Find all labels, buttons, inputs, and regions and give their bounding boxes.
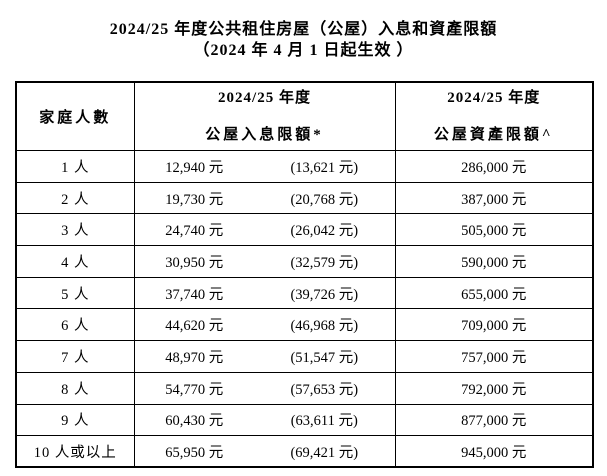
income-limit-value: 48,970 元 <box>165 349 224 366</box>
income-limit-alt-value: (69,421 元) <box>290 444 359 461</box>
asset-limit-cell: 709,000 元 <box>394 308 594 342</box>
table-row: 8 人 54,770 元 (57,653 元) 792,000 元 <box>15 371 594 405</box>
header-income-year: 2024/25 年度 <box>218 90 311 106</box>
income-limit-cell: 60,430 元 (63,611 元) <box>133 403 396 437</box>
household-size-cell: 7 人 <box>15 340 135 373</box>
income-limit-cell: 30,950 元 (32,579 元) <box>133 245 396 278</box>
income-limit-alt-value: (46,968 元) <box>290 318 359 335</box>
header-household-size: 家庭人數 <box>15 81 135 151</box>
income-limit-alt-value: (51,547 元) <box>290 349 359 366</box>
income-limit-alt-value: (32,579 元) <box>290 254 359 271</box>
table-row: 6 人 44,620 元 (46,968 元) 709,000 元 <box>15 308 594 342</box>
table-header-row: 家庭人數 2024/25 年度 公屋入息限額* 2024/25 年度 公屋資產限… <box>15 81 594 151</box>
header-asset-year: 2024/25 年度 <box>447 90 541 106</box>
asset-limit-cell: 945,000 元 <box>394 435 594 468</box>
table-row: 9 人 60,430 元 (63,611 元) 877,000 元 <box>15 403 594 437</box>
income-limit-value: 24,740 元 <box>165 223 224 240</box>
asset-limit-cell: 655,000 元 <box>394 276 594 310</box>
asset-limit-cell: 757,000 元 <box>394 340 594 373</box>
household-size-cell: 5 人 <box>15 276 135 310</box>
header-asset-label: 公屋資產限額^ <box>433 127 554 143</box>
household-size-cell: 10 人或以上 <box>15 435 135 468</box>
income-limit-cell: 44,620 元 (46,968 元) <box>133 308 396 342</box>
income-limit-cell: 54,770 元 (57,653 元) <box>133 371 396 405</box>
document-title: 2024/25 年度公共租住房屋（公屋）入息和資產限額 （2024 年 4 月 … <box>0 19 607 61</box>
income-limit-cell: 24,740 元 (26,042 元) <box>133 213 396 247</box>
table-row: 5 人 37,740 元 (39,726 元) 655,000 元 <box>15 276 594 310</box>
income-limit-alt-value: (20,768 元) <box>290 191 359 208</box>
income-limit-value: 19,730 元 <box>165 191 224 208</box>
household-size-cell: 6 人 <box>15 308 135 342</box>
table-row: 7 人 48,970 元 (51,547 元) 757,000 元 <box>15 340 594 373</box>
asset-limit-cell: 505,000 元 <box>394 213 594 247</box>
header-asset-stack: 2024/25 年度 公屋資產限額^ <box>396 83 592 150</box>
income-limit-value: 60,430 元 <box>165 413 224 430</box>
household-size-cell: 3 人 <box>15 213 135 247</box>
table-row: 10 人或以上 65,950 元 (69,421 元) 945,000 元 <box>15 435 594 468</box>
table-row: 1 人 12,940 元 (13,621 元) 286,000 元 <box>15 150 594 183</box>
header-income-stack: 2024/25 年度 公屋入息限額* <box>135 83 394 150</box>
table-row: 3 人 24,740 元 (26,042 元) 505,000 元 <box>15 213 594 247</box>
table-body: 1 人 12,940 元 (13,621 元) 286,000 元 2 人 19,… <box>15 150 594 468</box>
income-limit-alt-value: (13,621 元) <box>290 159 359 176</box>
asset-limit-cell: 387,000 元 <box>394 181 594 215</box>
asset-limit-cell: 590,000 元 <box>394 245 594 278</box>
income-limit-alt-value: (26,042 元) <box>290 223 359 240</box>
income-limit-alt-value: (39,726 元) <box>290 286 359 303</box>
income-limit-cell: 65,950 元 (69,421 元) <box>133 435 396 468</box>
header-income-limit: 2024/25 年度 公屋入息限額* <box>133 81 396 151</box>
household-size-cell: 2 人 <box>15 181 135 215</box>
household-size-cell: 9 人 <box>15 403 135 437</box>
income-limit-alt-value: (63,611 元) <box>290 413 358 430</box>
table-row: 2 人 19,730 元 (20,768 元) 387,000 元 <box>15 181 594 215</box>
income-limit-cell: 37,740 元 (39,726 元) <box>133 276 396 310</box>
household-size-cell: 1 人 <box>15 150 135 183</box>
income-limit-value: 44,620 元 <box>165 318 224 335</box>
income-limit-value: 30,950 元 <box>165 254 224 271</box>
income-limit-value: 65,950 元 <box>165 444 224 461</box>
income-limit-value: 12,940 元 <box>165 159 224 176</box>
income-limit-alt-value: (57,653 元) <box>290 381 359 398</box>
income-limit-value: 54,770 元 <box>165 381 224 398</box>
income-limit-cell: 19,730 元 (20,768 元) <box>133 181 396 215</box>
asset-limit-cell: 792,000 元 <box>394 371 594 405</box>
household-size-cell: 8 人 <box>15 371 135 405</box>
housing-limits-table: 家庭人數 2024/25 年度 公屋入息限額* 2024/25 年度 公屋資產限… <box>15 81 594 469</box>
income-limit-cell: 12,940 元 (13,621 元) <box>133 150 396 183</box>
household-size-cell: 4 人 <box>15 245 135 278</box>
asset-limit-cell: 877,000 元 <box>394 403 594 437</box>
income-limit-cell: 48,970 元 (51,547 元) <box>133 340 396 373</box>
table-row: 4 人 30,950 元 (32,579 元) 590,000 元 <box>15 245 594 278</box>
title-line-1: 2024/25 年度公共租住房屋（公屋）入息和資產限額 <box>109 21 498 38</box>
header-income-label: 公屋入息限額* <box>205 127 324 143</box>
income-limit-value: 37,740 元 <box>165 286 224 303</box>
header-asset-limit: 2024/25 年度 公屋資產限額^ <box>394 81 594 151</box>
asset-limit-cell: 286,000 元 <box>394 150 594 183</box>
title-line-2: （2024 年 4 月 1 日起生效 ） <box>193 42 414 59</box>
